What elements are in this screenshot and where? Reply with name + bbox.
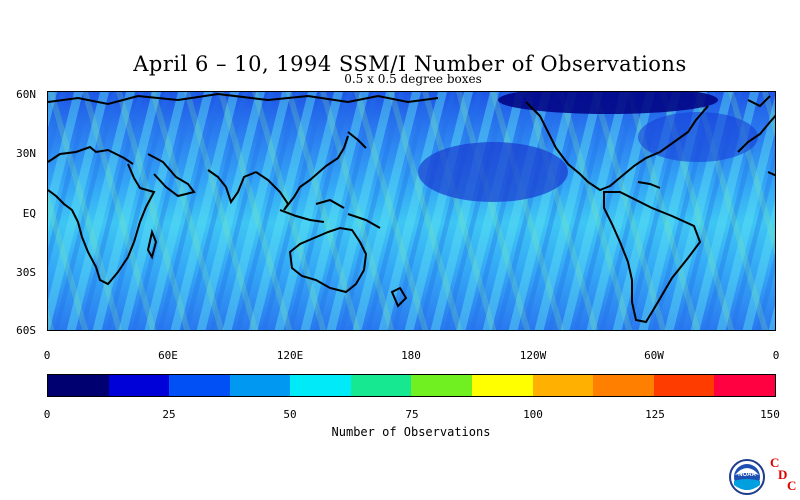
lon-label-0-end: 0: [772, 349, 780, 362]
noaa-cdc-logo: NOAA C D C: [729, 455, 796, 495]
low-count-region-arctic: [498, 92, 718, 114]
color-bar-segment: [532, 375, 594, 396]
lon-label-60w: 60W: [644, 349, 664, 362]
lat-label-30n: 30N: [16, 147, 36, 160]
map-subtitle: 0.5 x 0.5 degree boxes: [344, 72, 482, 86]
coast-caribbean: [637, 181, 661, 189]
lon-label-0: 0: [43, 349, 51, 362]
colorbar-tick-0: 0: [43, 408, 51, 421]
coast-indonesia: [279, 198, 381, 229]
noaa-logo-water: [734, 479, 760, 490]
color-bar-segment: [472, 375, 533, 396]
lon-label-60e: 60E: [158, 349, 178, 362]
coast-eurasia-north: [48, 92, 439, 106]
color-bar-segment: [653, 375, 715, 396]
map-graphic: [48, 92, 775, 330]
color-bar-segment: [290, 375, 351, 396]
colorbar-tick-75: 75: [405, 408, 419, 421]
colorbar-tick-100: 100: [523, 408, 543, 421]
color-bar-segment: [714, 375, 775, 396]
color-bar-segment: [229, 375, 291, 396]
colorbar-tick-150: 150: [760, 408, 780, 421]
color-bar-segment: [593, 375, 654, 396]
color-bar-segment: [48, 375, 109, 396]
cdc-letter-c2: C: [787, 478, 796, 493]
coast-africa-east-edge: [767, 171, 775, 177]
low-count-region-north-atlantic: [638, 112, 758, 162]
color-bar-segment: [169, 375, 230, 396]
colorbar-tick-25: 25: [162, 408, 176, 421]
cdc-letter-d: D: [778, 467, 787, 482]
noaa-logo-bird: [735, 468, 759, 475]
observation-map: [47, 91, 776, 331]
color-bar-segment: [108, 375, 170, 396]
colorbar-label: Number of Observations: [331, 425, 491, 439]
coast-south-america: [603, 191, 702, 324]
lon-label-180: 180: [401, 349, 421, 362]
lon-label-120e: 120E: [276, 349, 304, 362]
coastlines: [48, 92, 775, 324]
coast-africa-west: [48, 145, 134, 165]
lat-label-30s: 30S: [16, 266, 36, 279]
noaa-logo-text: NOAA: [738, 472, 756, 478]
lat-label-60n: 60N: [16, 88, 36, 101]
coast-europe: [737, 95, 775, 153]
coast-india: [207, 169, 257, 205]
coast-africa: [48, 163, 156, 286]
color-bar-segment: [350, 375, 412, 396]
coast-australia: [288, 226, 368, 294]
color-bar: [47, 374, 776, 397]
coast-southeast-asia: [255, 135, 349, 211]
map-title: April 6 – 10, 1994 SSM/I Number of Obser…: [133, 52, 687, 76]
cdc-letter-c1: C: [770, 455, 779, 470]
lat-label-60s: 60S: [16, 324, 36, 337]
lon-label-120w: 120W: [519, 349, 547, 362]
colorbar-tick-50: 50: [283, 408, 297, 421]
coast-arabia: [147, 153, 196, 198]
low-count-region-north-pacific: [418, 142, 568, 202]
color-bar-segment: [411, 375, 473, 396]
coast-north-america: [525, 101, 709, 192]
coast-new-zealand: [390, 286, 408, 308]
lat-label-eq: EQ: [22, 207, 36, 220]
colorbar-tick-125: 125: [645, 408, 665, 421]
coast-japan: [347, 131, 367, 149]
coast-madagascar: [146, 228, 158, 260]
